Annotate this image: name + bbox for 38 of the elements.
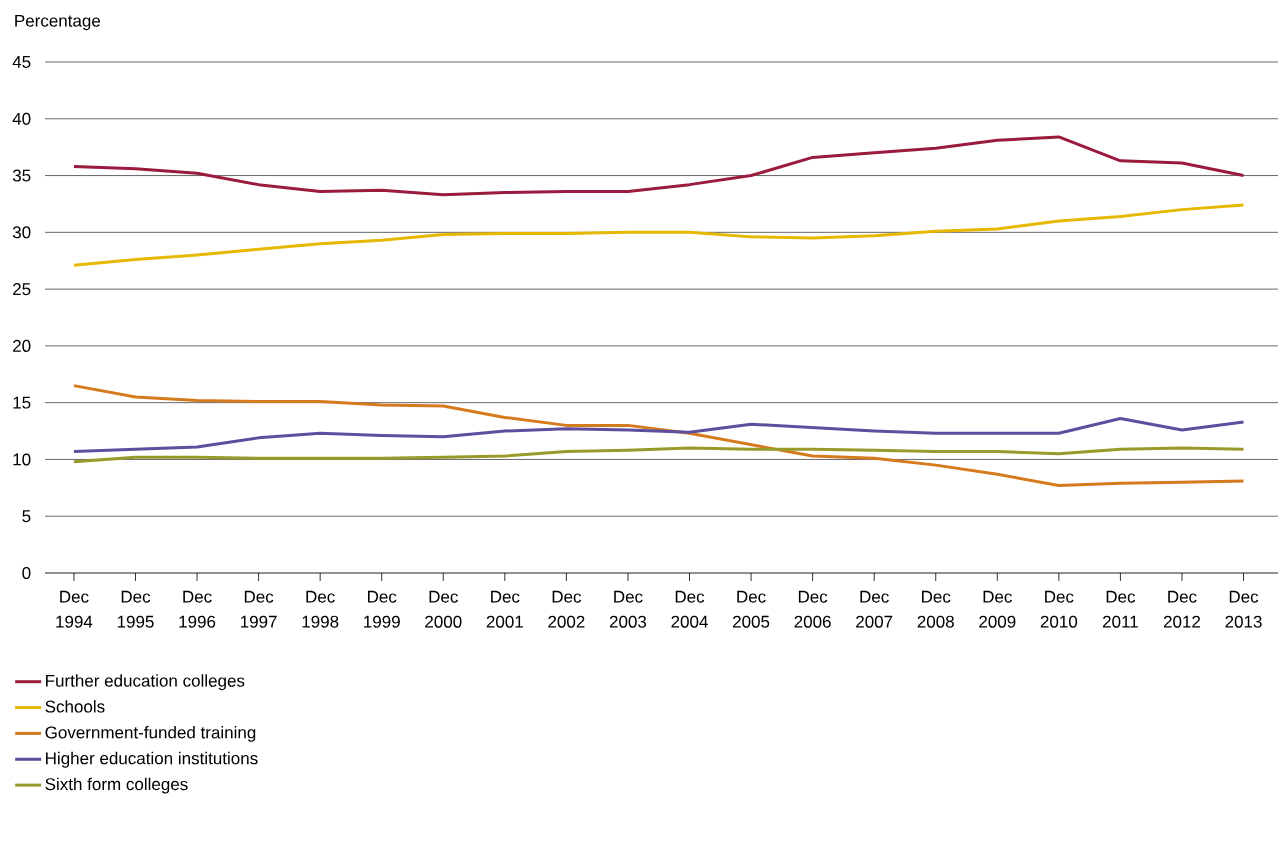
x-tick-label: Dec 2003: [609, 590, 647, 628]
x-tick-label: Dec 2010: [1040, 590, 1078, 628]
legend-label: Schools: [45, 700, 105, 713]
x-tick-label: Dec 2007: [856, 590, 893, 628]
legend-label: Further education colleges: [46, 674, 245, 691]
x-tick-label: Dec 1998: [302, 590, 339, 628]
x-tick-label: Dec 1999: [364, 590, 400, 628]
line-series: [72, 203, 1246, 267]
y-tick-label: 25: [13, 283, 31, 296]
x-tick-label: Dec 2000: [425, 590, 462, 628]
legend-label: Government-funded training: [45, 725, 256, 742]
y-tick-label: 30: [12, 226, 31, 239]
x-tick-label: Dec 2008: [917, 590, 954, 628]
x-tick-label: Dec 2011: [1102, 590, 1138, 628]
legend-label: Sixth form colleges: [45, 777, 188, 794]
legend-label: Higher education institutions: [46, 751, 258, 768]
x-tick-label: Dec 2004: [671, 590, 708, 628]
x-tick-label: Dec 1995: [117, 590, 154, 628]
x-tick-label: Dec 2013: [1225, 590, 1262, 628]
y-tick-label: 0: [22, 566, 31, 580]
y-tick-label: 40: [12, 112, 31, 125]
y-tick-label: 5: [22, 510, 31, 523]
x-tick-label: Dec 1996: [179, 590, 216, 628]
y-tick-label: 15: [13, 396, 31, 409]
y-tick-label: 10: [13, 453, 31, 466]
x-tick-label: Dec 2002: [548, 590, 585, 628]
x-tick-label: Dec 1997: [240, 590, 277, 628]
x-tick-label: Dec 2001: [486, 590, 523, 628]
x-tick-label: Dec 2006: [794, 590, 831, 628]
y-tick-label: 45: [12, 56, 31, 68]
y-tick-label: 35: [12, 169, 31, 182]
x-tick-label: Dec 1994: [56, 590, 93, 628]
line-series: [72, 135, 1246, 197]
x-tick-label: Dec 2005: [733, 590, 770, 628]
y-axis-title: Percentage: [15, 14, 101, 31]
x-tick-label: Dec 2009: [979, 590, 1016, 628]
y-tick-label: 20: [13, 339, 31, 352]
x-tick-label: Dec 2012: [1163, 590, 1200, 628]
